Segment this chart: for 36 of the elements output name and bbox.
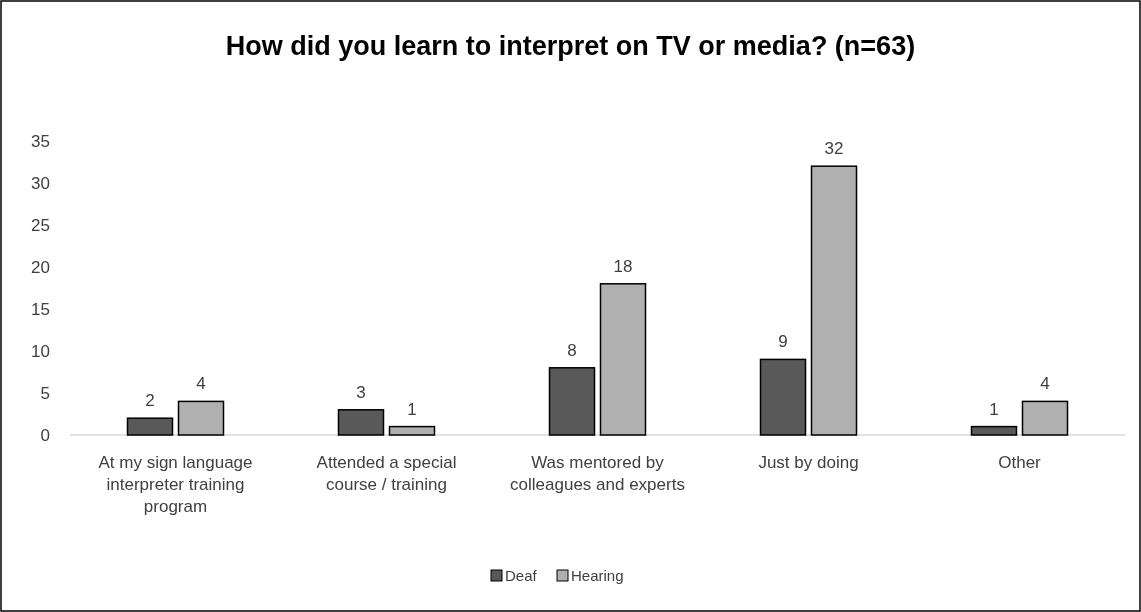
bar	[177, 400, 225, 436]
data-label: 3	[356, 382, 366, 402]
y-tick-label: 10	[31, 341, 50, 361]
data-label: 4	[196, 374, 206, 394]
bar	[548, 367, 596, 436]
legend-label: Hearing	[571, 567, 624, 585]
bar	[810, 165, 858, 436]
x-tick-label: Was mentored by colleagues and experts	[510, 453, 685, 494]
legend-label: Deaf	[505, 567, 538, 585]
y-tick-label: 15	[31, 299, 50, 319]
bar	[970, 425, 1018, 436]
data-label: 1	[407, 399, 417, 419]
data-label: 4	[1040, 374, 1050, 394]
chart-title: How did you learn to interpret on TV or media? (n=63)	[225, 31, 916, 61]
data-label: 8	[567, 340, 577, 360]
x-tick-label: Just by doing	[758, 453, 859, 472]
y-tick-label: 30	[31, 173, 50, 193]
x-tick-label: Attended a special course / training	[316, 453, 457, 494]
bar	[759, 358, 807, 436]
data-label: 18	[613, 256, 633, 276]
bar	[1021, 400, 1069, 436]
data-label: 1	[989, 399, 999, 419]
data-label: 32	[824, 139, 844, 159]
bar	[126, 417, 174, 436]
bar	[599, 283, 647, 436]
y-tick-label: 35	[31, 131, 50, 151]
y-tick-label: 5	[40, 383, 50, 403]
bar	[337, 409, 385, 436]
y-tick-label: 25	[31, 215, 50, 235]
y-tick-label: 0	[40, 425, 50, 445]
data-label: 2	[145, 391, 155, 411]
x-tick-label: Other	[998, 453, 1042, 472]
bar	[388, 425, 436, 436]
x-tick-label: At my sign language interpreter training program	[98, 453, 253, 516]
data-label: 9	[778, 332, 788, 352]
y-tick-label: 20	[31, 257, 50, 277]
